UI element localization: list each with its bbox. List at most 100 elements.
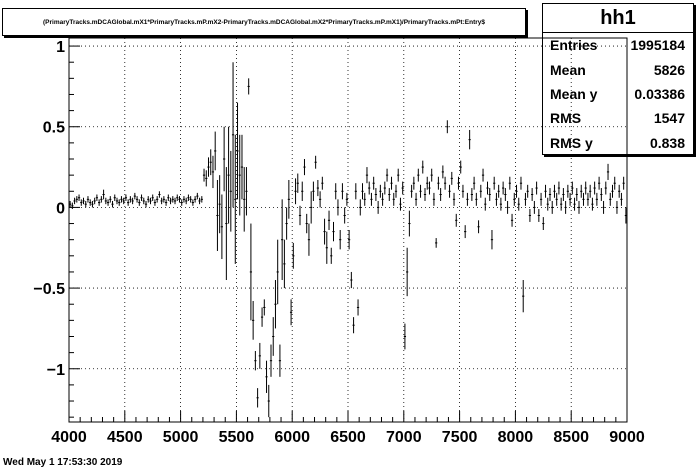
data-point bbox=[479, 184, 482, 198]
data-point bbox=[535, 181, 538, 195]
data-point bbox=[71, 202, 74, 210]
data-point bbox=[401, 181, 404, 195]
data-point bbox=[517, 197, 520, 211]
data-point bbox=[113, 194, 116, 201]
data-point bbox=[209, 149, 212, 176]
stats-value: 5826 bbox=[653, 61, 685, 78]
y-tick-label: 0 bbox=[56, 200, 65, 217]
stats-row-rms: RMS 1547 bbox=[543, 106, 693, 130]
data-point bbox=[555, 192, 558, 206]
data-point bbox=[448, 184, 451, 198]
data-point bbox=[318, 191, 322, 208]
data-point bbox=[336, 199, 340, 216]
data-point bbox=[377, 200, 380, 214]
data-point bbox=[162, 196, 165, 203]
data-point bbox=[361, 183, 364, 200]
data-point bbox=[252, 300, 255, 340]
data-point bbox=[515, 184, 518, 198]
x-tick-label: 8000 bbox=[498, 429, 534, 446]
data-point bbox=[365, 167, 369, 184]
data-point bbox=[160, 197, 163, 205]
data-point bbox=[323, 218, 326, 245]
data-point bbox=[488, 188, 491, 201]
data-point bbox=[363, 192, 366, 206]
data-point bbox=[169, 197, 172, 205]
data-point bbox=[493, 176, 496, 190]
data-point bbox=[187, 194, 190, 201]
data-point bbox=[144, 200, 148, 208]
histogram-title-box: (PrimaryTracks.mDCAGlobal.mX1*PrimaryTra… bbox=[2, 8, 526, 36]
stats-row-mean: Mean 5826 bbox=[543, 57, 693, 81]
data-point bbox=[472, 176, 476, 190]
data-point bbox=[75, 196, 78, 203]
data-point bbox=[269, 344, 273, 377]
y-tick-label: −1 bbox=[47, 362, 65, 379]
data-point bbox=[546, 197, 549, 211]
data-point bbox=[73, 197, 76, 205]
data-point bbox=[557, 181, 561, 195]
data-point bbox=[584, 181, 587, 195]
data-point bbox=[330, 247, 333, 264]
data-point bbox=[129, 196, 132, 203]
data-point bbox=[506, 200, 509, 214]
data-point bbox=[249, 223, 253, 321]
data-point bbox=[502, 181, 505, 195]
data-point bbox=[412, 176, 415, 190]
data-point bbox=[185, 197, 188, 205]
data-point bbox=[77, 194, 81, 201]
data-point bbox=[276, 239, 279, 305]
data-point bbox=[350, 271, 353, 289]
data-point bbox=[240, 134, 244, 200]
data-point bbox=[345, 192, 348, 206]
data-point bbox=[470, 188, 473, 201]
data-point bbox=[486, 181, 489, 195]
data-point bbox=[582, 192, 585, 206]
data-point bbox=[394, 184, 398, 198]
data-point bbox=[352, 317, 355, 334]
data-point bbox=[234, 134, 237, 264]
data-point bbox=[176, 194, 179, 201]
data-point bbox=[127, 199, 130, 206]
stats-label: RMS bbox=[550, 110, 582, 127]
data-point bbox=[562, 188, 565, 201]
data-point bbox=[225, 167, 228, 281]
stats-title: hh1 bbox=[543, 4, 693, 33]
data-point bbox=[573, 197, 576, 211]
data-point bbox=[265, 360, 268, 393]
data-point bbox=[461, 184, 465, 198]
data-point bbox=[314, 155, 317, 169]
data-point bbox=[80, 199, 83, 206]
data-point bbox=[348, 230, 351, 250]
data-point bbox=[604, 181, 607, 195]
data-point bbox=[600, 188, 603, 201]
data-point bbox=[419, 184, 422, 198]
x-tick-label: 5500 bbox=[219, 429, 255, 446]
stats-label: Mean bbox=[550, 61, 586, 78]
data-point bbox=[455, 213, 458, 227]
stats-box: hh1 Entries 1995184 Mean 5826 Mean y 0.0… bbox=[542, 3, 694, 155]
data-point bbox=[321, 176, 324, 190]
data-point bbox=[528, 209, 532, 222]
data-point bbox=[138, 199, 141, 206]
stats-value: 1547 bbox=[653, 110, 685, 127]
x-tick-label: 5000 bbox=[163, 429, 199, 446]
data-point bbox=[115, 197, 119, 205]
y-tick-label: 0.5 bbox=[43, 120, 65, 137]
data-point bbox=[408, 210, 411, 237]
data-point bbox=[193, 196, 197, 203]
data-point bbox=[524, 192, 527, 206]
data-point bbox=[379, 184, 382, 198]
data-point bbox=[106, 199, 110, 206]
data-point bbox=[200, 196, 203, 203]
data-point bbox=[281, 199, 284, 281]
data-point bbox=[104, 197, 107, 205]
data-points bbox=[69, 62, 627, 418]
data-point bbox=[372, 176, 375, 190]
data-point bbox=[370, 192, 373, 206]
data-point bbox=[140, 194, 143, 201]
data-point bbox=[272, 317, 275, 356]
x-tick-label: 8500 bbox=[553, 429, 589, 446]
data-point bbox=[526, 184, 529, 198]
x-tick-label: 4000 bbox=[51, 429, 87, 446]
axis-tick-labels: 4000 4500 5000 5500 6000 6500 7000 7500 8000 8500… bbox=[33, 39, 644, 446]
